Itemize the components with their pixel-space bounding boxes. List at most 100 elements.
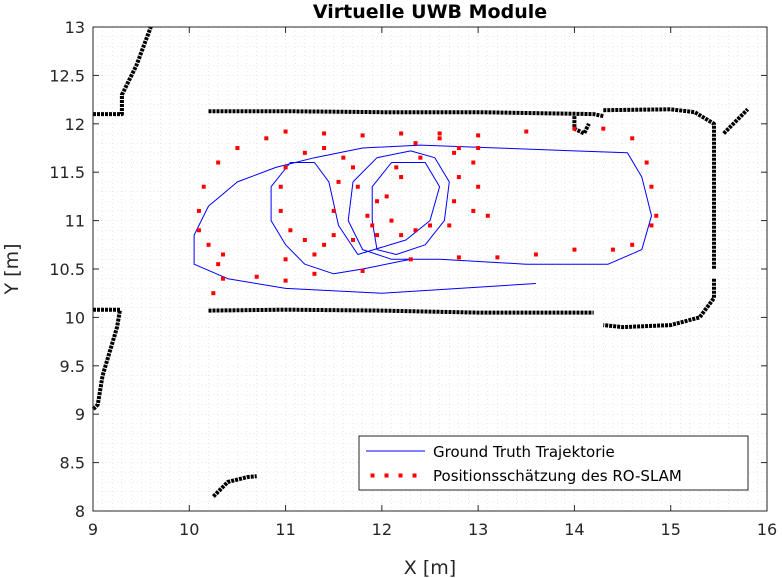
slam-point — [220, 276, 225, 281]
slam-point — [399, 175, 404, 180]
y-tick-label: 12.5 — [49, 66, 85, 85]
slam-point — [211, 291, 216, 296]
slam-point — [283, 165, 288, 170]
y-tick-label: 12 — [65, 115, 85, 134]
slam-point — [216, 262, 221, 267]
x-tick-label: 12 — [372, 520, 392, 539]
slam-point — [302, 237, 307, 242]
slam-point — [370, 223, 375, 228]
y-tick-label: 13 — [65, 18, 85, 37]
legend-marker-icon — [384, 473, 389, 478]
slam-point — [399, 233, 404, 238]
slam-point — [322, 131, 327, 136]
map-wall-segment — [722, 107, 750, 135]
x-tick-label: 14 — [564, 520, 584, 539]
x-tick-label: 9 — [88, 520, 98, 539]
slam-point — [456, 255, 461, 260]
slam-point — [235, 146, 240, 150]
slam-point — [322, 146, 327, 150]
slam-point — [375, 233, 380, 238]
slam-point — [360, 133, 365, 138]
slam-point — [283, 129, 288, 134]
slam-point — [278, 208, 283, 213]
y-axis-label: Y [m] — [1, 244, 23, 296]
legend-marker-icon — [398, 473, 403, 478]
slam-point — [456, 146, 461, 150]
slam-point — [394, 165, 399, 170]
slam-point — [649, 223, 654, 228]
legend-label-slam: Positionsschätzung des RO-SLAM — [433, 467, 682, 485]
slam-point — [302, 150, 307, 155]
map-wall-segment — [93, 26, 153, 117]
slam-point — [654, 213, 659, 218]
y-tick-label: 10 — [65, 308, 85, 327]
x-tick-label: 10 — [179, 520, 199, 539]
slam-point — [428, 223, 432, 228]
y-tick-label: 10.5 — [49, 260, 85, 279]
slam-point — [350, 237, 355, 242]
slam-point — [476, 146, 481, 150]
y-tick-label: 9 — [75, 405, 85, 424]
map-wall-segment — [572, 116, 591, 136]
slam-point — [201, 184, 206, 189]
slam-point — [384, 194, 389, 199]
legend-marker-icon — [370, 473, 375, 478]
slam-point — [418, 155, 423, 160]
slam-point — [456, 175, 461, 180]
slam-point — [630, 136, 635, 141]
map-wall-segment — [208, 109, 604, 119]
slam-point — [485, 213, 490, 218]
slam-point — [375, 199, 380, 204]
slam-point — [610, 247, 615, 252]
map-wall-segment — [211, 474, 257, 498]
slam-point — [264, 136, 269, 141]
slam-point — [278, 184, 283, 189]
slam-point — [350, 165, 355, 170]
slam-point — [649, 184, 654, 189]
slam-point — [331, 208, 336, 213]
slam-estimate-layer — [196, 126, 659, 296]
y-tick-label: 11 — [65, 212, 85, 231]
slam-point — [471, 208, 476, 213]
slam-point — [601, 126, 606, 131]
slam-point — [283, 257, 288, 262]
minor-grid — [92, 26, 768, 512]
tick-marks — [92, 26, 768, 512]
slam-point — [355, 184, 360, 189]
slam-point — [413, 141, 418, 146]
slam-point — [572, 247, 577, 252]
legend-label-ground-truth: Ground Truth Trajektorie — [433, 443, 615, 461]
legend: Ground Truth Trajektorie Positionsschätz… — [358, 435, 749, 491]
x-tick-label: 16 — [757, 520, 777, 539]
map-wall-segment — [603, 107, 716, 269]
slam-point — [365, 213, 370, 218]
slam-point — [476, 184, 481, 189]
y-tick-label: 11.5 — [49, 163, 85, 182]
slam-point — [196, 228, 201, 233]
slam-point — [220, 252, 225, 257]
legend-marker-icon — [412, 473, 417, 478]
slam-point — [312, 271, 317, 276]
occupancy-map — [91, 26, 750, 498]
slam-point — [437, 131, 442, 136]
slam-point — [206, 242, 211, 247]
y-tick-label: 8 — [75, 502, 85, 521]
y-tick-labels: 8 8.5 9 9.5 10 10.5 11 11.5 12 12.5 13 — [49, 18, 85, 521]
legend-box — [358, 435, 749, 491]
slam-point — [495, 255, 500, 260]
slam-point — [630, 242, 635, 247]
slam-point — [452, 199, 457, 204]
slam-point — [644, 160, 649, 165]
x-axis-label: X [m] — [404, 557, 456, 578]
ground-truth-layer — [193, 144, 652, 294]
slam-point — [533, 252, 538, 257]
slam-point — [288, 228, 293, 233]
slam-point — [399, 131, 404, 136]
x-tick-label: 15 — [661, 520, 681, 539]
slam-point — [336, 179, 341, 184]
ground-truth-line — [193, 144, 652, 294]
slam-point — [437, 136, 442, 141]
map-wall-segment — [208, 307, 594, 315]
slam-point — [476, 133, 481, 138]
